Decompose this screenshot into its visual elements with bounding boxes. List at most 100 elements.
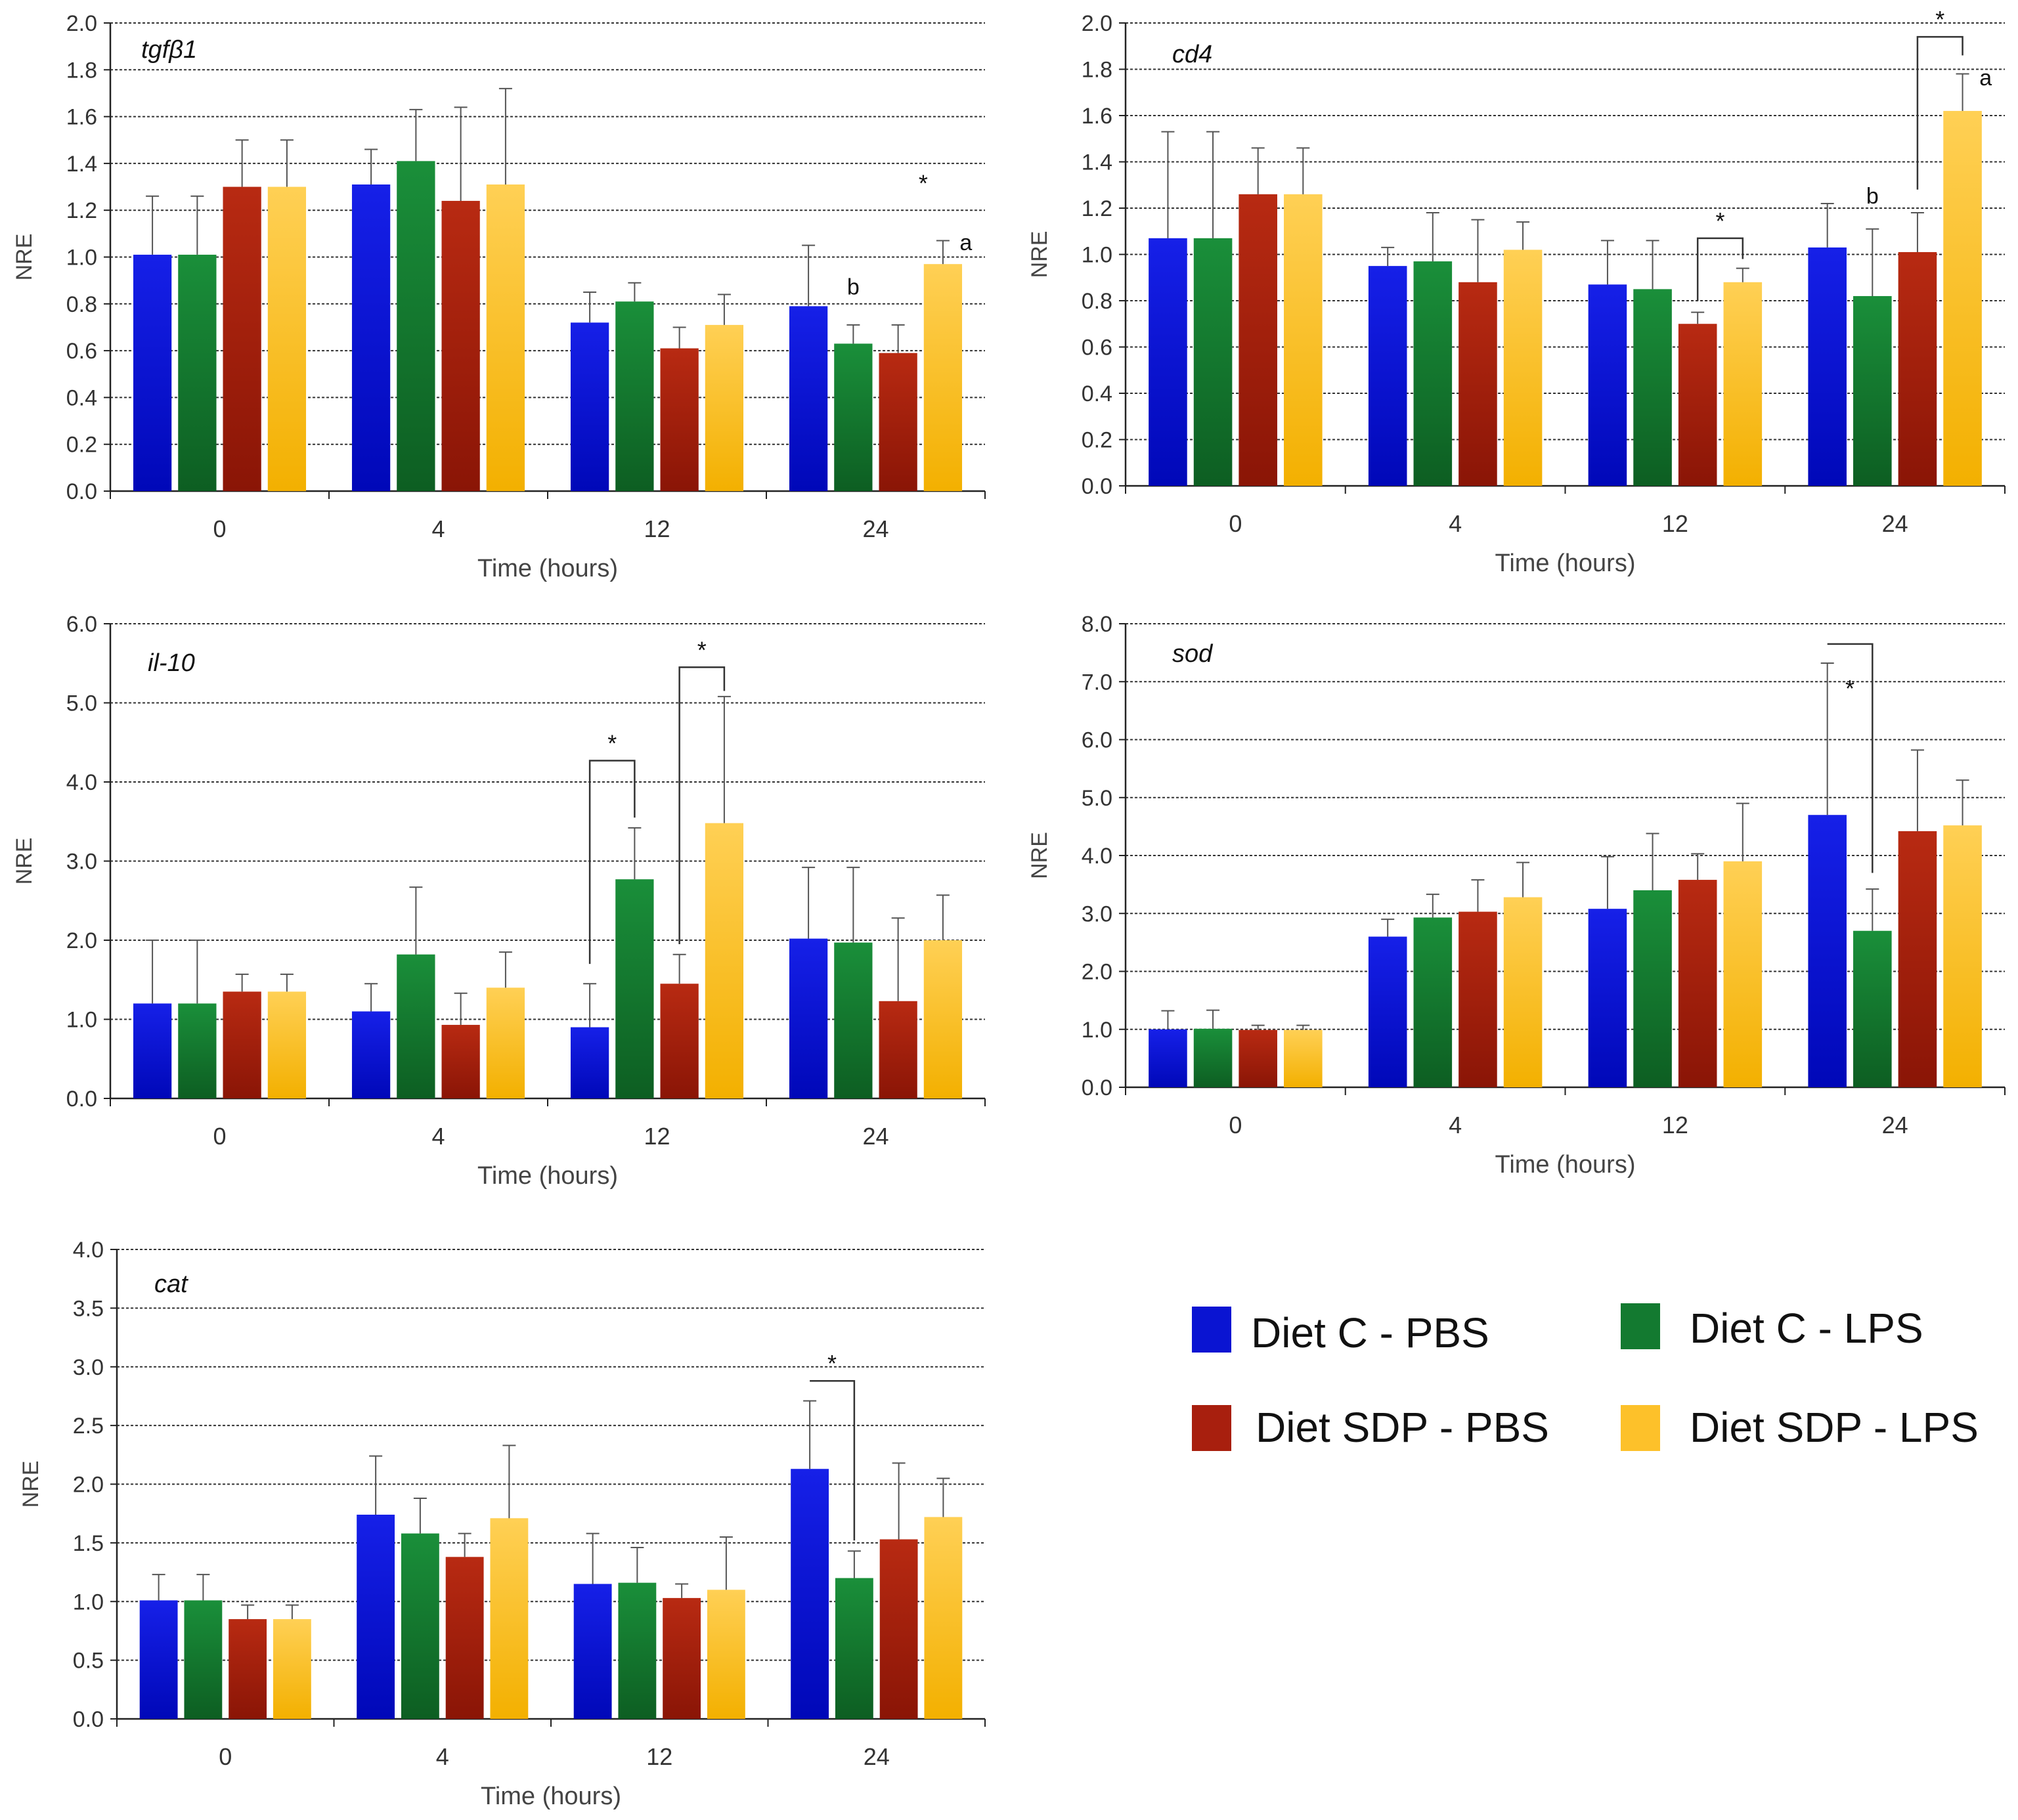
x-axis-label: Time (hours) [481,1783,621,1810]
legend-item-0: Diet C - PBS [1192,1307,1489,1356]
y-tick-label: 4.0 [1082,844,1112,869]
y-axis-label: NRE [18,1461,43,1508]
y-tick-label: 0.4 [1082,381,1112,406]
bar-diet-c-pbs-12 [570,322,609,491]
chart-title: il-10 [148,649,195,677]
bar-diet-sdp-lps-0 [267,991,307,1098]
bar-diet-sdp-lps-4 [490,1518,529,1719]
bar-diet-sdp-pbs-4 [445,1557,484,1719]
significance-bracket [678,666,726,945]
bar-diet-sdp-pbs-24 [1898,831,1937,1087]
bar-diet-c-lps-24 [1853,930,1892,1087]
bar-diet-sdp-pbs-0 [223,186,261,491]
bar-diet-sdp-lps-0 [1284,1029,1323,1087]
bar-diet-sdp-pbs-24 [879,353,917,491]
bar-diet-c-lps-24 [835,1578,873,1719]
bar-diet-c-pbs-12 [573,1584,612,1719]
x-tick-label: 4 [1449,1112,1462,1138]
bar-diet-sdp-lps-12 [705,324,744,491]
legend-label: Diet C - LPS [1690,1305,1923,1352]
y-tick-label: 1.4 [66,152,97,177]
x-tick-label: 24 [864,1743,890,1770]
y-tick-label: 0.4 [66,385,97,410]
bar-diet-c-lps-4 [397,954,435,1098]
y-tick-label: 6.0 [1082,728,1112,753]
bar-diet-c-pbs-4 [351,184,391,491]
bar-diet-sdp-lps-4 [486,184,525,491]
significance-bracket [810,1379,856,1541]
bar-diet-c-lps-12 [615,301,654,491]
x-tick-label: 0 [213,1123,226,1150]
significance-bracket [1827,643,1874,873]
bar-diet-c-pbs-4 [351,1011,391,1098]
significance-star: * [1845,675,1854,702]
y-tick-label: 1.4 [1082,150,1112,175]
x-tick-label: 12 [1662,1112,1688,1138]
chart-title: cd4 [1172,41,1212,68]
y-tick-label: 3.5 [73,1296,104,1321]
bar-diet-c-pbs-4 [357,1514,395,1719]
bar-diet-c-lps-12 [1633,289,1672,486]
bar-diet-sdp-lps-24 [924,1517,963,1719]
bar-diet-sdp-lps-0 [1284,194,1323,486]
bar-diet-sdp-pbs-12 [660,984,699,1098]
chart-title: sod [1172,640,1214,668]
bar-diet-c-lps-12 [615,879,654,1098]
y-axis-label: NRE [1027,231,1052,278]
bar-diet-sdp-pbs-4 [441,1024,480,1098]
bar-diet-c-pbs-0 [133,254,172,491]
bar-diet-c-pbs-12 [1588,909,1627,1087]
y-tick-label: 0.0 [1082,474,1112,499]
bar-diet-c-pbs-24 [1808,815,1847,1087]
x-tick-label: 24 [862,1123,888,1150]
y-tick-label: 1.2 [66,198,97,223]
bar-diet-sdp-lps-24 [1943,825,1982,1087]
y-tick-label: 0.0 [66,1087,97,1112]
y-tick-label: 0.6 [1082,336,1112,360]
y-tick-label: 1.2 [1082,196,1112,221]
x-tick-label: 24 [1882,510,1908,537]
bar-diet-c-pbs-4 [1368,266,1407,486]
y-tick-label: 2.0 [73,1473,104,1498]
bar-diet-c-pbs-12 [1588,284,1627,486]
bar-diet-c-pbs-0 [139,1600,178,1719]
bar-diet-c-pbs-0 [133,1003,172,1098]
significance-star: * [1935,6,1944,33]
y-tick-label: 1.8 [66,58,97,83]
bar-diet-c-lps-4 [401,1533,439,1719]
chart-title: tgfβ1 [141,36,197,64]
chart-panel-2: 0.0 1.0 2.0 3.0 4.0 5.0 6.0 0 4 12 24 Time (hours) N… [12,612,986,1190]
legend-label: Diet C - PBS [1251,1309,1489,1356]
y-tick-label: 0.0 [73,1707,104,1732]
bar-diet-sdp-lps-24 [1943,110,1982,486]
y-tick-label: 3.0 [1082,901,1112,926]
y-tick-label: 1.0 [66,246,97,271]
x-tick-label: 12 [1662,510,1688,537]
legend-label: Diet SDP - PBS [1256,1404,1549,1451]
y-tick-label: 1.5 [73,1531,104,1556]
chart-panel-3: 0.0 1.0 2.0 3.0 4.0 5.0 6.0 7.0 8.0 0 4 12 24 Time (h… [1027,612,2006,1179]
bar-diet-sdp-pbs-4 [1459,911,1497,1087]
bar-diet-sdp-lps-4 [1503,249,1543,486]
x-tick-label: 0 [213,515,226,542]
bar-diet-sdp-lps-4 [1503,897,1543,1087]
y-axis-label: NRE [1027,832,1052,879]
annotation-label: a [1979,66,1992,91]
bar-diet-c-lps-4 [1413,261,1453,486]
legend-swatch [1192,1307,1231,1353]
x-tick-label: 0 [1229,510,1242,537]
y-tick-label: 1.0 [1082,1018,1112,1043]
y-tick-label: 2.0 [66,928,97,953]
x-tick-label: 4 [431,1123,445,1150]
bar-diet-c-lps-4 [1413,917,1453,1087]
bar-diet-sdp-lps-12 [1723,861,1763,1087]
bar-diet-sdp-pbs-12 [1678,324,1717,486]
y-tick-label: 2.0 [1082,11,1112,36]
x-tick-label: 24 [1882,1112,1908,1138]
bar-diet-sdp-lps-4 [486,987,525,1098]
x-tick-label: 12 [646,1743,672,1770]
bar-diet-c-pbs-24 [791,1469,829,1719]
bar-diet-sdp-pbs-12 [663,1597,701,1719]
y-tick-label: 0.0 [66,479,97,504]
y-tick-label: 7.0 [1082,670,1112,695]
